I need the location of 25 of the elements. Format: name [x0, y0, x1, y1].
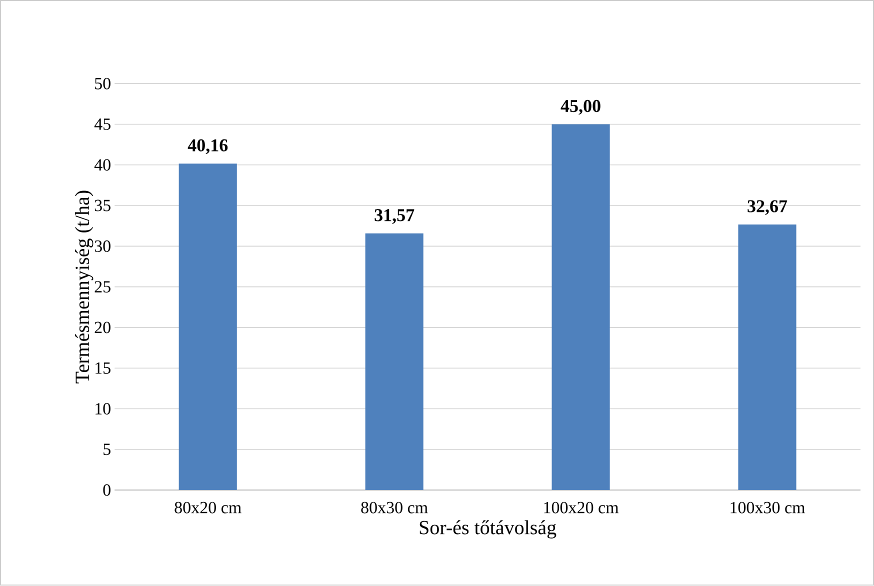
bar — [738, 224, 796, 490]
y-tick-label: 40 — [94, 159, 110, 171]
y-tick-label: 30 — [94, 240, 110, 252]
x-tick-label: 80x20 cm — [174, 502, 242, 514]
y-tick-label: 0 — [103, 484, 110, 496]
y-tick-label: 5 — [104, 444, 110, 456]
data-label: 31,57 — [374, 209, 414, 224]
y-tick-label: 35 — [94, 200, 110, 212]
bar — [178, 164, 237, 490]
y-tick-label: 50 — [95, 78, 110, 90]
data-label: 45,00 — [560, 100, 600, 115]
bar — [552, 124, 610, 490]
bar — [365, 234, 424, 490]
x-tick-label: 80x30 cm — [361, 502, 428, 514]
x-tick-label: 100x20 cm — [544, 502, 619, 514]
data-label: 40,16 — [188, 139, 228, 154]
y-tick-label: 10 — [96, 403, 110, 415]
y-tick-label: 45 — [94, 118, 110, 130]
x-tick-label: 100x30 cm — [730, 502, 806, 514]
y-tick-label: 15 — [96, 362, 110, 374]
data-label: 32,67 — [748, 200, 788, 216]
y-axis-title: Termésmennyiség (t/ha) — [74, 190, 94, 384]
x-axis-title: Sor-és tőtávolság — [420, 520, 556, 539]
y-tick-label: 25 — [94, 281, 110, 293]
y-tick-label: 20 — [94, 322, 110, 334]
